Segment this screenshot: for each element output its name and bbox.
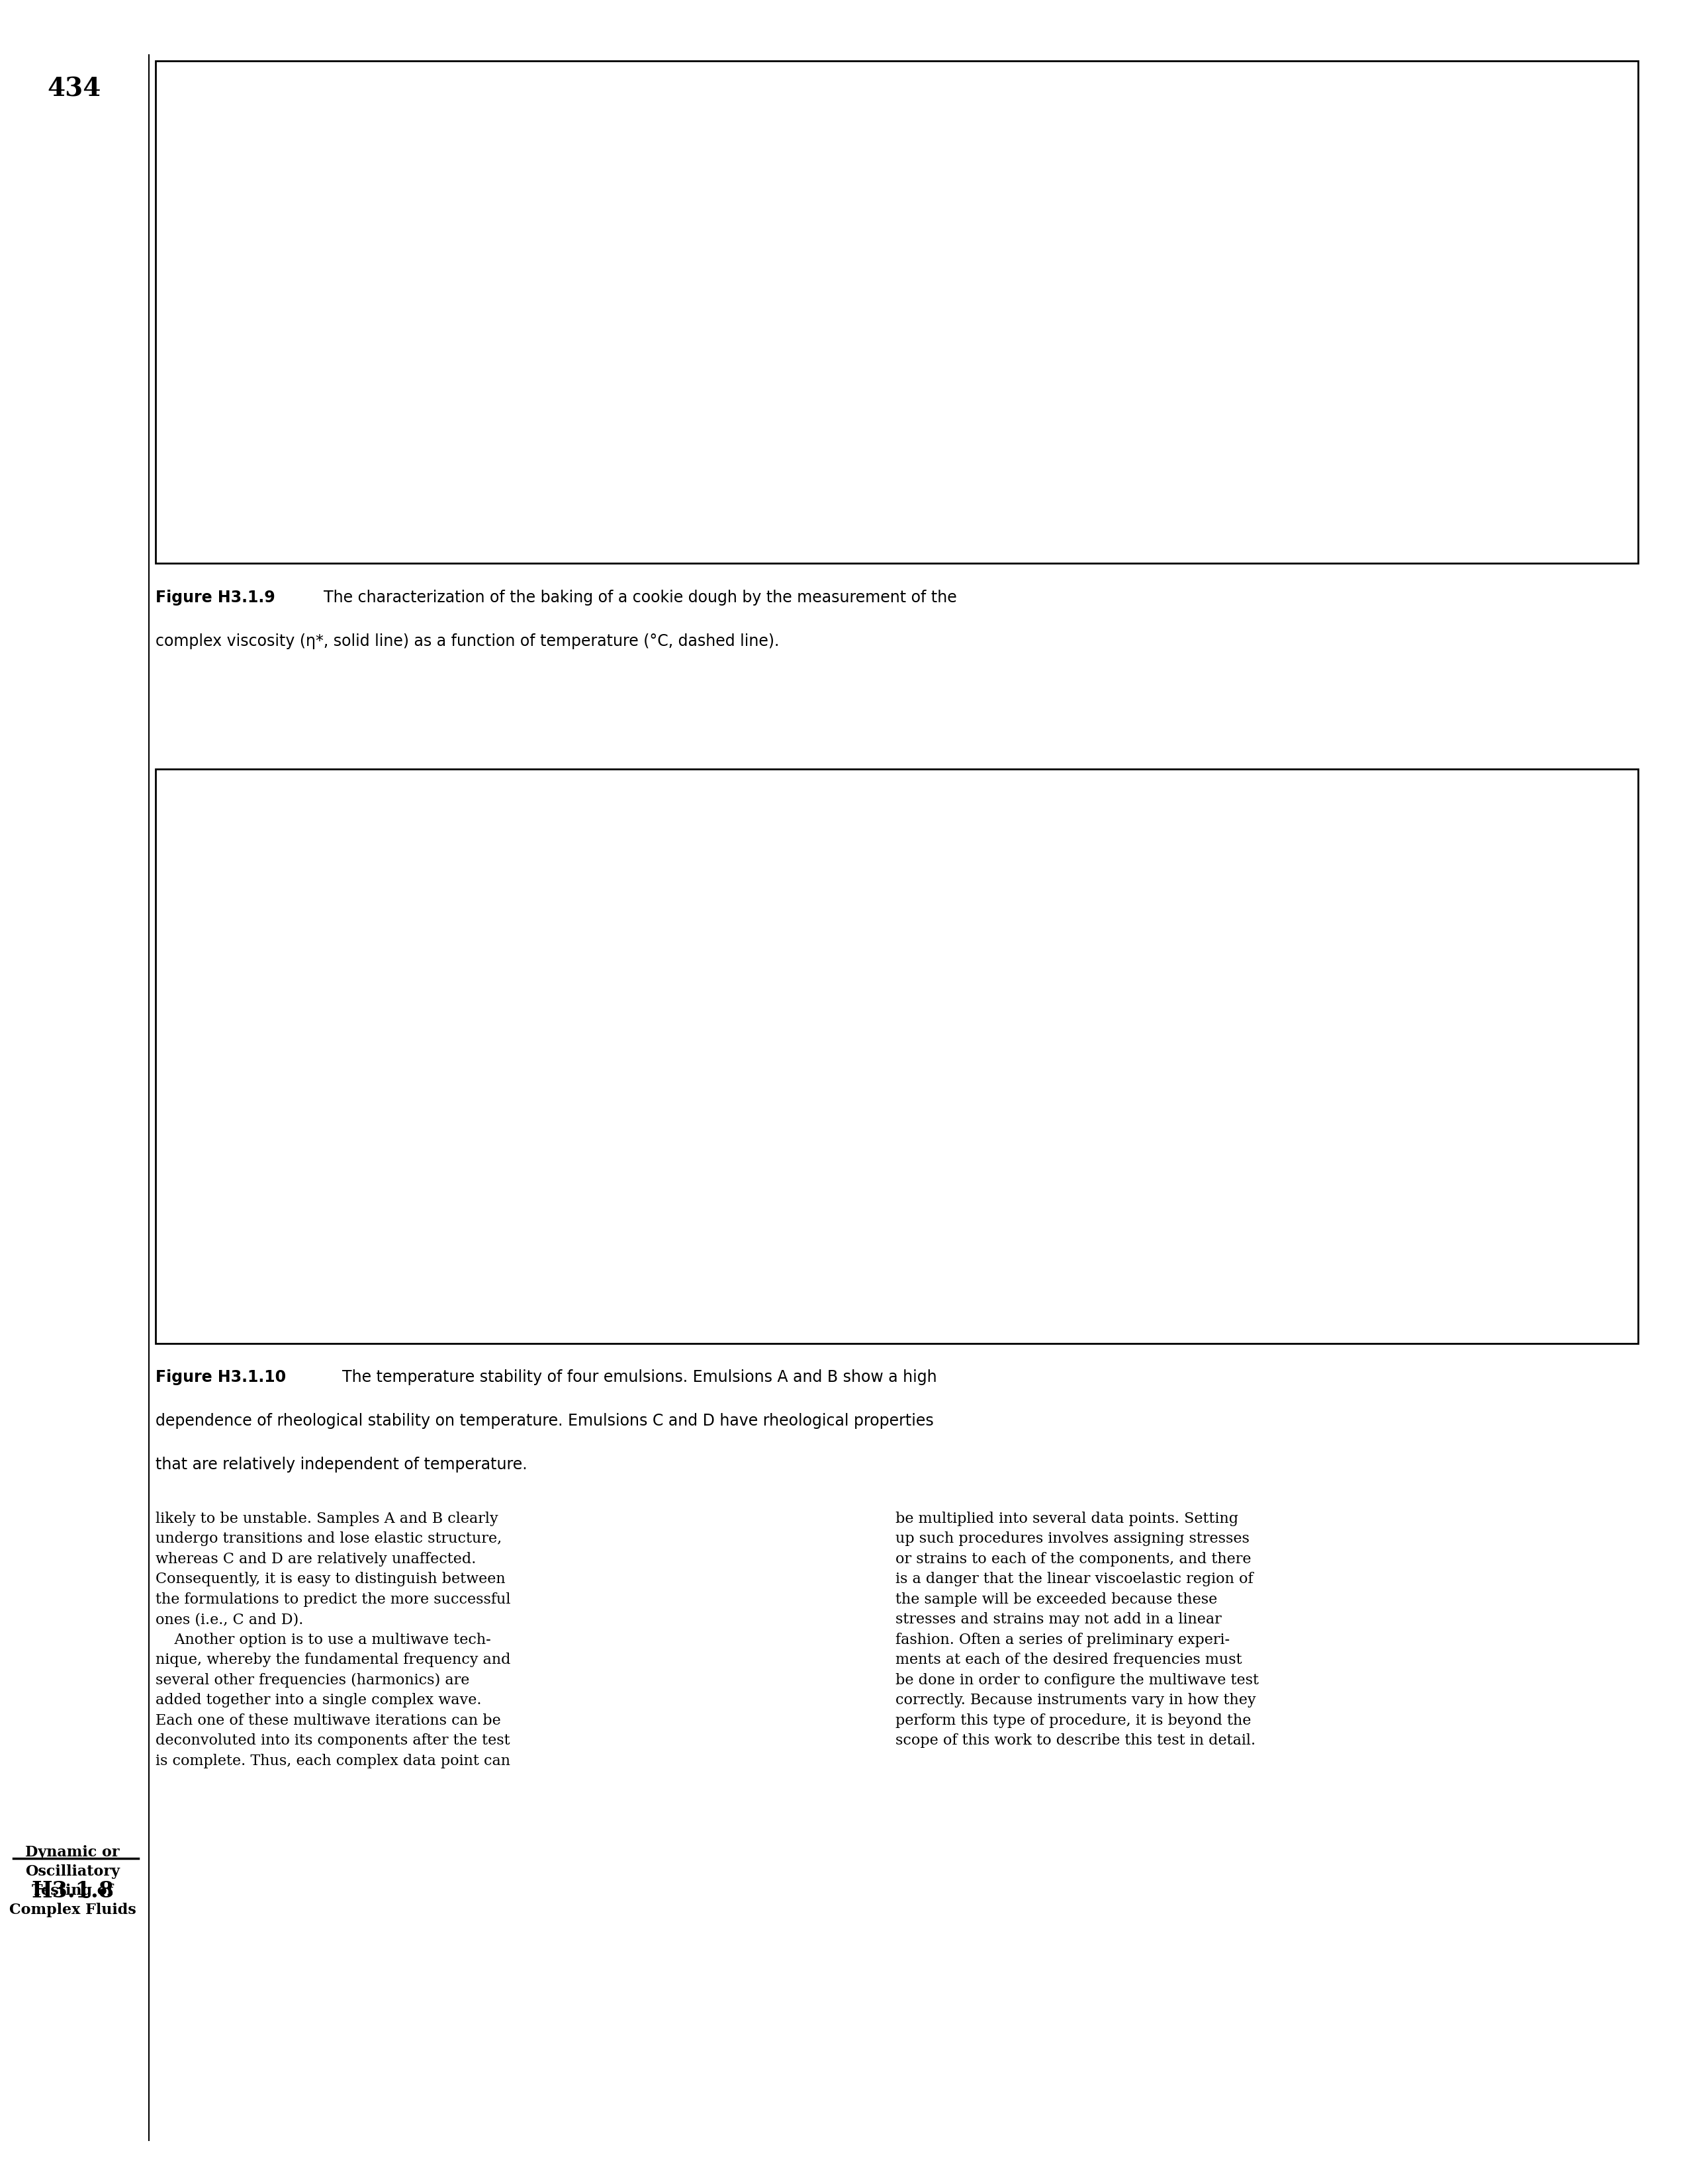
Text: dependence of rheological stability on temperature. Emulsions C and D have rheol: dependence of rheological stability on t… [155, 1413, 934, 1428]
Y-axis label: η* (Pa · sec): η* (Pa · sec) [196, 227, 215, 339]
Text: be multiplied into several data points. Setting
up such procedures involves assi: be multiplied into several data points. … [895, 1511, 1258, 1747]
Text: The temperature stability of four emulsions. Emulsions A and B show a high: The temperature stability of four emulsi… [323, 1369, 937, 1385]
Bar [155, 61, 1638, 563]
Text: Figure H3.1.9: Figure H3.1.9 [155, 590, 275, 605]
Text: H3.1.8: H3.1.8 [32, 1880, 113, 1902]
Text: B: B [480, 992, 493, 1011]
X-axis label: Temperature (°C): Temperature (°C) [850, 1260, 1029, 1282]
Text: A: A [463, 850, 478, 869]
Text: C: C [380, 1096, 397, 1118]
Text: 434: 434 [47, 76, 101, 103]
Text: Figure H3.1.10: Figure H3.1.10 [155, 1369, 285, 1385]
Text: Dynamic or
Oscilliatory
Testing of
Complex Fluids: Dynamic or Oscilliatory Testing of Compl… [8, 1845, 137, 1918]
Y-axis label: G’ (Pa): G’ (Pa) [208, 989, 226, 1053]
Text: D: D [480, 1179, 495, 1199]
Text: likely to be unstable. Samples A and B clearly
undergo transitions and lose elas: likely to be unstable. Samples A and B c… [155, 1511, 510, 1769]
Bar [155, 769, 1638, 1343]
Text: The characterization of the baking of a cookie dough by the measurement of the: The characterization of the baking of a … [304, 590, 958, 605]
Text: complex viscosity (η*, solid line) as a function of temperature (°C, dashed line: complex viscosity (η*, solid line) as a … [155, 633, 779, 649]
X-axis label: Time (min): Time (min) [883, 491, 995, 513]
Text: that are relatively independent of temperature.: that are relatively independent of tempe… [155, 1457, 527, 1472]
